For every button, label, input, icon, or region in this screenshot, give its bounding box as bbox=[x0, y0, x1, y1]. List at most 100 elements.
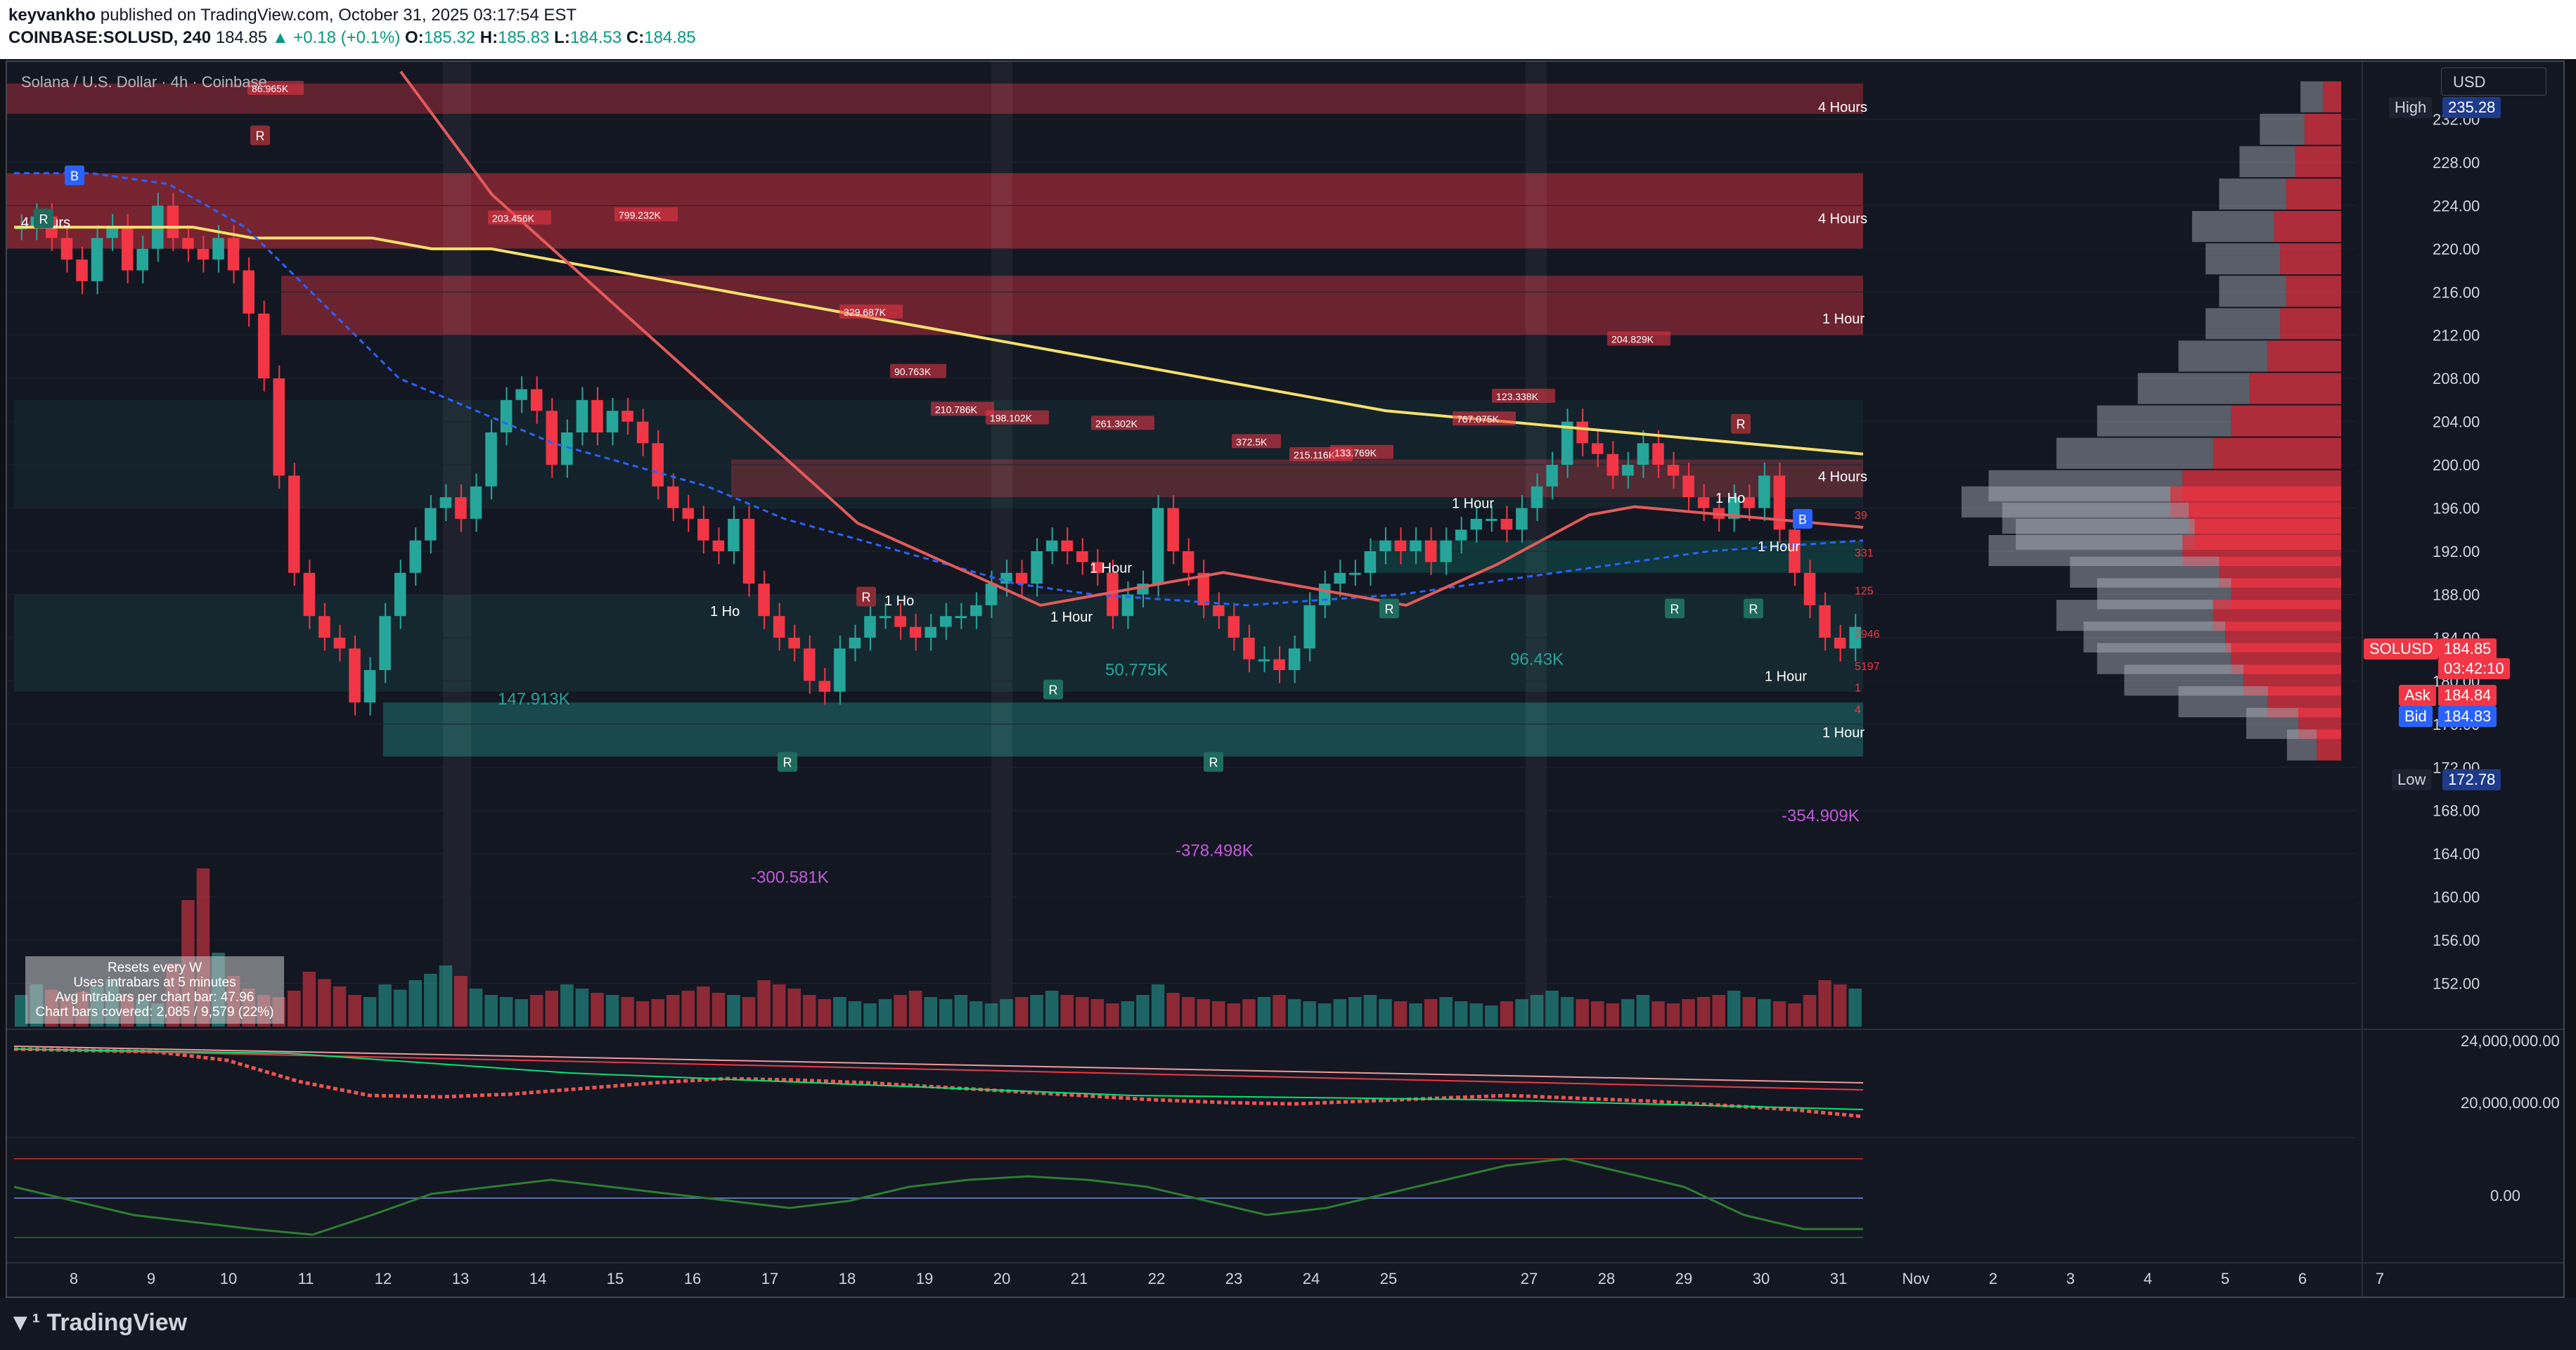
profile-bar-sell bbox=[2213, 437, 2341, 469]
vol-tag-bg bbox=[1492, 388, 1555, 403]
x-tick-label: 5 bbox=[2221, 1270, 2229, 1287]
zone-label: 1 Hour bbox=[1822, 311, 1865, 327]
candle-body bbox=[1243, 637, 1255, 660]
x-tick-label: 18 bbox=[839, 1270, 856, 1287]
profile-bar bbox=[2016, 518, 2195, 550]
candle-body bbox=[1546, 465, 1558, 487]
x-tick-label: 12 bbox=[375, 1270, 392, 1287]
profile-bar bbox=[1962, 486, 2170, 518]
vol-tag-bg bbox=[931, 401, 994, 416]
y-tick-label: 228.00 bbox=[2433, 154, 2480, 172]
zone-label: 4 Hours bbox=[1818, 211, 1867, 226]
y-tick-label: 220.00 bbox=[2433, 240, 2480, 258]
volume-bar bbox=[1485, 1005, 1498, 1027]
candle-body bbox=[530, 389, 543, 411]
volume-bar bbox=[1621, 999, 1635, 1027]
volume-bar bbox=[302, 972, 316, 1027]
info-line: Resets every W bbox=[107, 960, 202, 975]
signal-bg bbox=[34, 208, 53, 229]
candle-body bbox=[197, 248, 210, 260]
info-line: Chart bars covered: 2,085 / 9,579 (22%) bbox=[35, 1005, 274, 1020]
profile-bar bbox=[2083, 621, 2226, 652]
y-tick-label: 152.00 bbox=[2433, 975, 2480, 993]
signal-text: R bbox=[256, 129, 265, 143]
candle-body bbox=[652, 443, 664, 487]
vol-tag-bg bbox=[488, 210, 551, 225]
zone-small-label: 1 Ho bbox=[1715, 491, 1745, 506]
signal-bg bbox=[1204, 752, 1223, 772]
candle-body bbox=[470, 486, 482, 519]
signal-text: B bbox=[70, 169, 79, 183]
vol-tag: 203.456K bbox=[488, 210, 551, 225]
x-tick-label: 23 bbox=[1225, 1270, 1242, 1287]
signal-text: R bbox=[1737, 418, 1746, 432]
profile-bar bbox=[2205, 308, 2281, 340]
candle-body bbox=[546, 411, 558, 465]
volume-bar bbox=[560, 984, 574, 1027]
volume-bar bbox=[575, 989, 589, 1027]
profile-bar bbox=[2239, 146, 2295, 177]
candle-body bbox=[273, 378, 285, 476]
zone-small-label: 1 Hour bbox=[1765, 669, 1807, 684]
volume-bar bbox=[1030, 995, 1043, 1027]
candle-body bbox=[425, 508, 437, 541]
candle-body bbox=[1031, 551, 1043, 584]
candle-body bbox=[1561, 421, 1573, 465]
signal-marker-r: R bbox=[1665, 598, 1685, 619]
candle-body bbox=[849, 637, 861, 649]
x-tick-label: 24 bbox=[1303, 1270, 1320, 1287]
author-name[interactable]: keyvankho bbox=[8, 6, 96, 25]
candle-body bbox=[212, 238, 224, 260]
volume-bar bbox=[1742, 997, 1756, 1027]
volume-bar bbox=[1212, 1001, 1225, 1027]
vol-tag-bg bbox=[890, 364, 946, 378]
symbol-name[interactable]: COINBASE:SOLUSD, 240 bbox=[8, 28, 212, 47]
price-change: ▲ +0.18 (+0.1%) bbox=[271, 28, 401, 47]
candle-body bbox=[1121, 594, 1134, 617]
profile-bar bbox=[2097, 578, 2232, 610]
signal-bg bbox=[65, 165, 84, 186]
profile-bar bbox=[2191, 211, 2274, 243]
volume-bar bbox=[1818, 980, 1831, 1027]
profile-bar-sell bbox=[2295, 146, 2341, 177]
volume-bar bbox=[1303, 1001, 1316, 1027]
volume-bar bbox=[636, 1001, 650, 1027]
axis-layer: 152.00156.00160.00164.00168.00172.00176.… bbox=[7, 62, 2563, 1297]
currency-button[interactable]: USD bbox=[2441, 68, 2546, 96]
candle-body bbox=[379, 616, 391, 670]
candle-body bbox=[1152, 508, 1164, 584]
volume-bar bbox=[424, 974, 437, 1027]
volume-bar bbox=[621, 997, 634, 1027]
obv-series bbox=[13, 1047, 1864, 1119]
profile-bar-sell bbox=[2322, 81, 2341, 112]
signal-bg bbox=[1744, 598, 1763, 619]
x-tick-label: 13 bbox=[452, 1270, 469, 1287]
x-tick-label: 15 bbox=[607, 1270, 624, 1287]
high-badge-value: 235.28 bbox=[2442, 97, 2501, 118]
candle-body bbox=[925, 626, 936, 638]
candle-body bbox=[500, 399, 513, 432]
vol-tag: 329.687K bbox=[839, 304, 903, 319]
tradingview-logo[interactable]: ▼¹ TradingView bbox=[8, 1309, 187, 1337]
volume-bar bbox=[1772, 1001, 1786, 1027]
volume-bar bbox=[393, 989, 407, 1027]
zone-rect bbox=[7, 173, 1863, 249]
profile-bar bbox=[2124, 664, 2244, 696]
volume-bar bbox=[1454, 1001, 1468, 1027]
candle-body bbox=[1773, 475, 1786, 530]
x-tick-label: 29 bbox=[1675, 1270, 1692, 1287]
volume-bar bbox=[1197, 999, 1211, 1027]
candle-body bbox=[91, 238, 103, 281]
lower-panes-layer bbox=[7, 1029, 2563, 1238]
vol-tag-bg bbox=[1607, 331, 1670, 346]
candle-body bbox=[1318, 584, 1331, 605]
candle-body bbox=[697, 518, 709, 541]
vol-tag-bg bbox=[614, 207, 678, 221]
price-badge: 184.85 bbox=[2438, 638, 2497, 660]
low-badge-label: Low bbox=[2392, 769, 2432, 790]
volume-bar bbox=[970, 1001, 983, 1027]
high-label: H: bbox=[479, 28, 498, 47]
signal-marker-b: B bbox=[65, 165, 84, 186]
